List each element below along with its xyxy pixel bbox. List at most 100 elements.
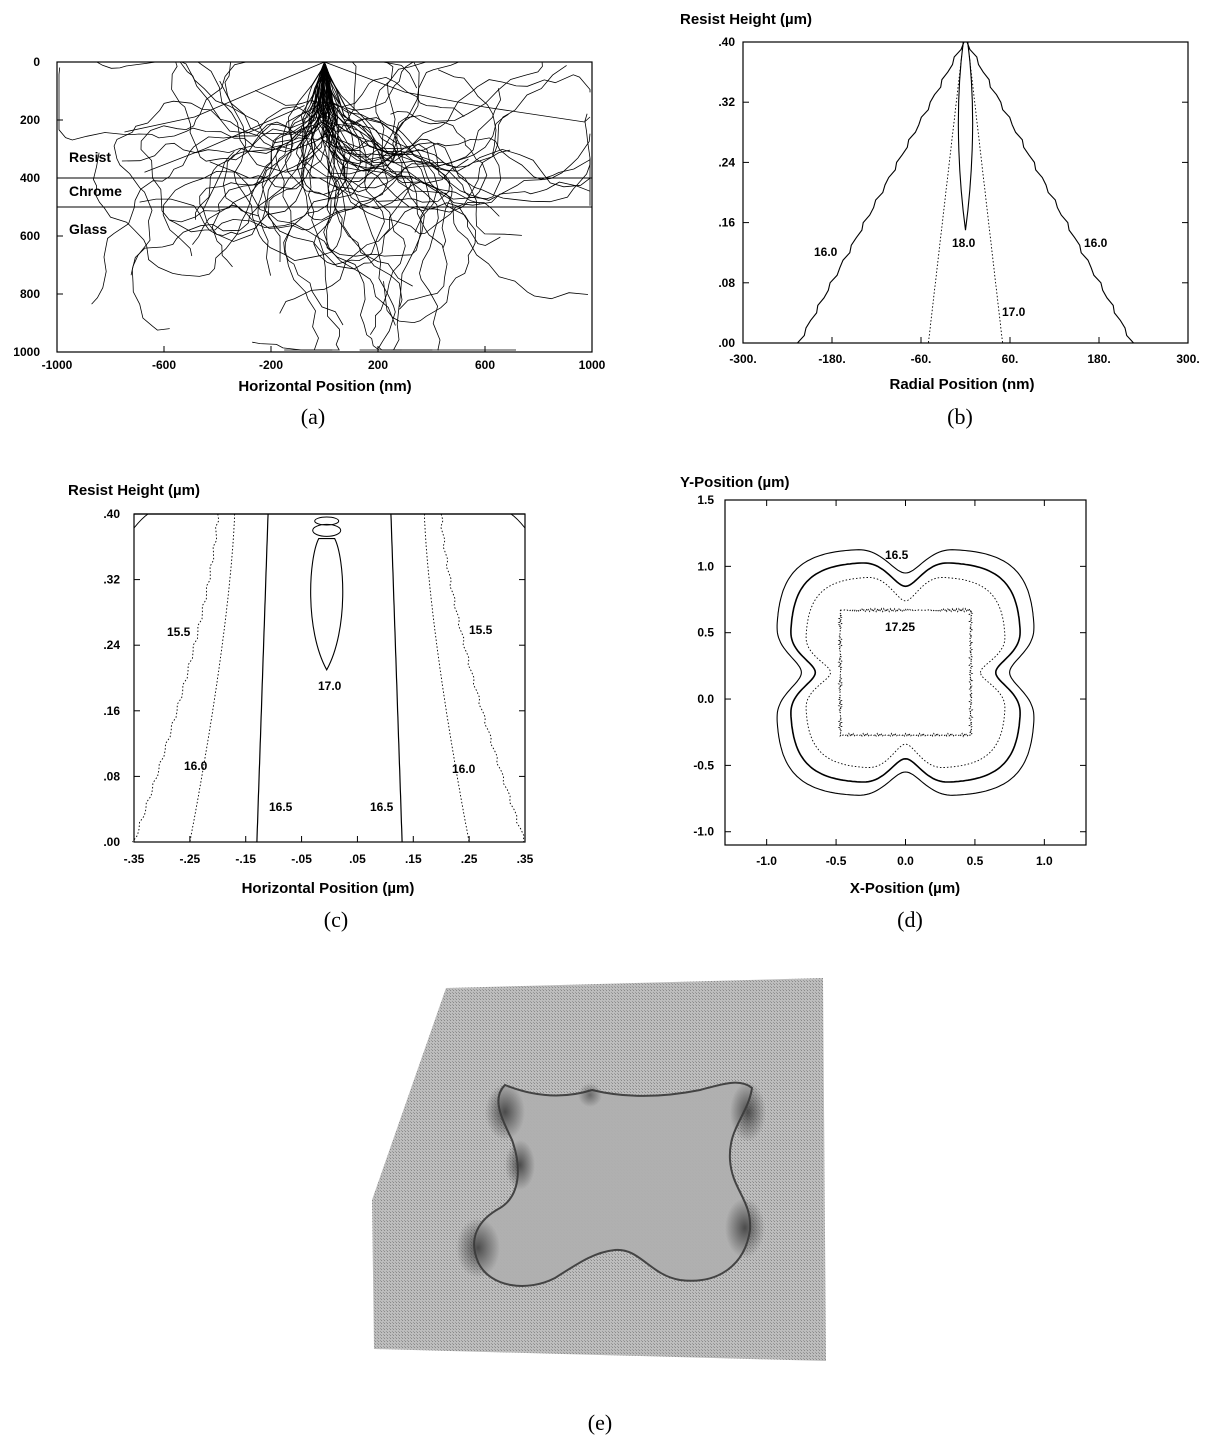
panel-c-contour-label-16-right: 16.0: [452, 762, 476, 776]
panel-d-ytick-label: 0.5: [697, 626, 714, 640]
panel-a-trajectory: [300, 61, 418, 195]
panel-a-trajectory: [322, 61, 543, 169]
panel-c-contour-label-15.5-right: 15.5: [469, 623, 493, 637]
panel-d-contour-label-17.25: 17.25: [885, 620, 915, 634]
panel-d-contour-17.25: [837, 607, 974, 738]
panel-a-ytick-label: 800: [20, 287, 40, 301]
panel-a-trajectory: [307, 61, 500, 270]
panel-a-trajectory: [324, 61, 516, 351]
panel-d-plot: Y-Position (µm) 1.5 1.0 0.5 0.0 -0.5 -1.0 -1.…: [680, 474, 1087, 897]
panel-a-trajectory: [324, 61, 415, 111]
panel-a-trajectory: [209, 61, 361, 224]
panel-a-trajectory: [283, 61, 345, 326]
panel-c-contour-16.0: [424, 513, 470, 843]
panel-a-trajectory: [321, 61, 591, 180]
panel-a-xtick-label: -1000: [42, 358, 73, 372]
panel-b-plot: Resist Height (µm) .00 .08 .16 .24 .32 .40 -3…: [680, 11, 1200, 393]
panel-c-corner-contour: [510, 513, 526, 529]
panel-a-trajectory: [139, 61, 325, 236]
panel-c-contour-label-16.5-left: 16.5: [269, 800, 293, 814]
panel-a-trajectory: [91, 61, 328, 305]
panel-b-contour-17.0: [927, 41, 1004, 344]
panel-a-trajectory: [320, 61, 413, 287]
panel-a-trajectory: [323, 61, 511, 234]
panel-b-xlabel: Radial Position (nm): [889, 376, 1034, 393]
caption-a: (a): [300, 404, 326, 429]
panel-c-frame: [133, 513, 526, 843]
panel-a-trajectory: [202, 61, 325, 242]
panel-c-ytick-label: .00: [103, 835, 120, 849]
panel-a-trajectory: [324, 61, 406, 335]
panel-a-trajectory: [92, 61, 325, 277]
panel-a-trajectory: [124, 61, 325, 133]
panel-a-trajectory: [309, 61, 403, 307]
panel-c-contour-label-15.5-left: 15.5: [167, 625, 191, 639]
panel-d-contour-label-16.5: 16.5: [885, 548, 909, 562]
panel-c-xtick-label: -.05: [291, 852, 312, 866]
panel-a-trajectory: [317, 61, 567, 172]
panel-a-trajectory: [319, 61, 431, 158]
panel-a-trajectory: [254, 61, 375, 200]
panel-a-trajectory: [324, 61, 481, 210]
panel-a-trajectory: [319, 61, 453, 248]
panel-b-xtick-label: 60.: [1002, 352, 1019, 366]
panel-e-shadow-br: [725, 1198, 765, 1258]
panel-a-xtick-label: 600: [475, 358, 495, 372]
panel-a-trajectory: [324, 61, 465, 117]
panel-e-shadow-tr: [730, 1082, 766, 1142]
panel-a-trajectory: [192, 61, 389, 245]
panel-a-trajectory: [324, 61, 591, 123]
panel-a-trajectory: [317, 61, 522, 236]
panel-d-ytick-label: 0.0: [697, 692, 714, 706]
panel-a-trajectory: [324, 61, 591, 163]
panel-c-contour-16.0: [189, 513, 235, 843]
panel-c-xtick-label: .35: [517, 852, 534, 866]
panel-c-xtick-label: .25: [461, 852, 478, 866]
panel-b-contour-label-16-right: 16.0: [1084, 236, 1108, 250]
panel-a-trajectory: [324, 61, 451, 203]
panel-d-contours: [776, 549, 1035, 796]
layer-label-resist: Resist: [69, 149, 111, 165]
panel-d-xtick-label: -1.0: [756, 854, 777, 868]
panel-c-xtick-label: -.15: [235, 852, 256, 866]
panel-a-trajectory: [324, 61, 501, 246]
panel-b-xtick-label: -180.: [818, 352, 845, 366]
panel-c-ytick-label: .08: [103, 769, 120, 783]
panel-e-shadow-bl: [456, 1218, 500, 1278]
panel-d-contour: [805, 577, 1006, 768]
panel-a-trajectory: [322, 61, 396, 326]
panel-d-ytick-label: 1.0: [697, 559, 714, 573]
panel-a-xlabel: Horizontal Position (nm): [238, 378, 411, 395]
panel-a-trajectory: [324, 61, 433, 351]
panel-c-contour-16.5: [390, 513, 403, 843]
panel-a-trajectory: [324, 62, 589, 300]
panel-b-contours: [796, 41, 1135, 344]
panel-c-contour-15.5: [440, 513, 525, 843]
panel-a-plot: 0 200 400 600 800 1000 -1000 -600 -200 200 600 100…: [13, 55, 605, 395]
panel-d-ylabel: Y-Position (µm): [680, 474, 789, 491]
panel-c-ytick-label: .40: [103, 507, 120, 521]
panel-a-trajectory: [324, 61, 476, 324]
panel-a-trajectory: [222, 61, 331, 217]
panel-a-trajectory: [324, 61, 439, 351]
panel-a-trajectory: [144, 105, 305, 173]
panel-a-trajectory: [324, 61, 439, 233]
panel-a-trajectory: [195, 61, 326, 220]
panel-d-xlabel: X-Position (µm): [850, 880, 960, 897]
panel-a-trajectory: [324, 61, 502, 200]
panel-b-frame: [742, 41, 1189, 344]
panel-a-ytick-label: 0: [33, 55, 40, 69]
panel-a-trajectory: [87, 61, 325, 144]
panel-a-trajectory: [300, 61, 502, 221]
panel-a-trajectory: [313, 61, 385, 266]
panel-a-trajectory: [324, 61, 509, 189]
panel-a-trajectory: [140, 61, 325, 223]
panel-b-ytick-label: .40: [718, 35, 735, 49]
panel-d-ytick-label: 1.5: [697, 493, 714, 507]
panel-a-trajectory: [257, 61, 325, 276]
panel-b-ylabel: Resist Height (µm): [680, 11, 812, 28]
panel-c-contour-label-16-left: 16.0: [184, 759, 208, 773]
panel-b-contour-label-16-left: 16.0: [814, 245, 838, 259]
panel-a-trajectory: [174, 61, 325, 173]
